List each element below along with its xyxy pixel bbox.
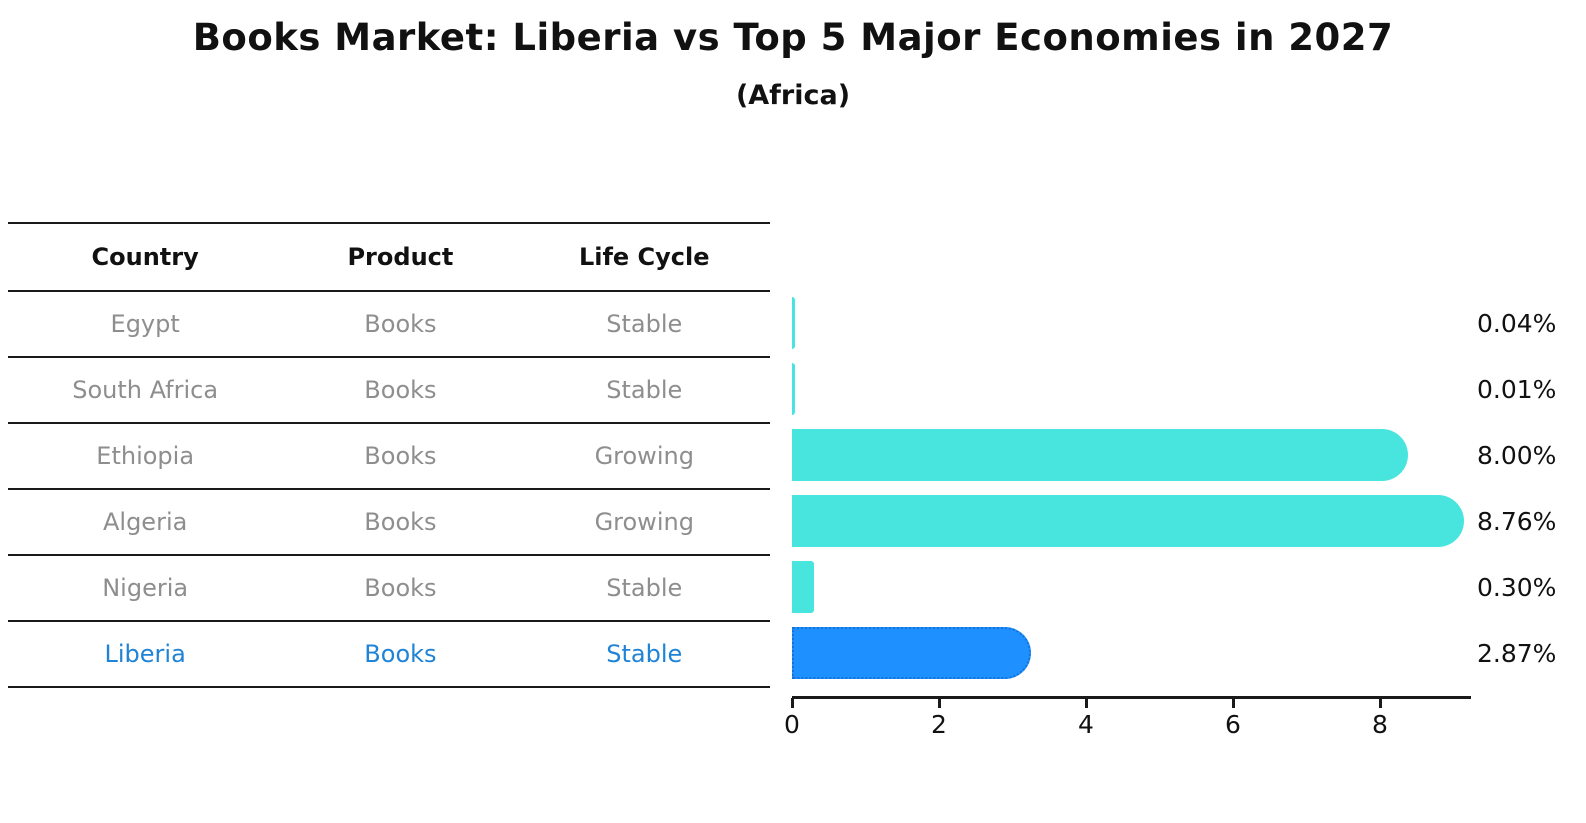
product-cell: Books — [364, 376, 437, 404]
x-axis-tick — [1232, 698, 1235, 708]
bar-ethiopia — [792, 429, 1408, 481]
bar-algeria — [792, 495, 1464, 547]
life-cycle-cell: Stable — [606, 574, 683, 602]
product-cell: Books — [364, 574, 437, 602]
page-subtitle: (Africa) — [735, 80, 851, 111]
table-row: Egypt Books Stable — [8, 292, 770, 358]
table-row: South Africa Books Stable — [8, 358, 770, 424]
x-axis-tick — [791, 698, 794, 708]
page-title: Books Market: Liberia vs Top 5 Major Eco… — [192, 16, 1394, 59]
life-cycle-cell: Stable — [606, 376, 683, 404]
life-cycle-cell: Stable — [606, 640, 683, 668]
value-label: 0.30% — [1477, 572, 1557, 602]
bar-egypt — [792, 297, 795, 349]
product-cell: Books — [364, 310, 437, 338]
country-cell: Nigeria — [102, 574, 189, 602]
product-cell: Books — [364, 442, 437, 470]
x-axis-tick — [1379, 698, 1382, 708]
bar-nigeria — [792, 561, 815, 613]
column-header-life-cycle: Life Cycle — [578, 243, 710, 271]
x-axis-tick-label: 0 — [784, 710, 800, 739]
table-row: Nigeria Books Stable — [8, 556, 770, 622]
x-axis-tick-label: 2 — [931, 710, 947, 739]
life-cycle-cell: Growing — [594, 442, 694, 470]
column-header-product: Product — [347, 243, 454, 271]
bar-liberia — [792, 627, 1031, 679]
column-header-country: Country — [91, 243, 199, 271]
x-axis-tick — [938, 698, 941, 708]
x-axis-tick-label: 6 — [1225, 710, 1241, 739]
country-cell: Egypt — [110, 310, 180, 338]
life-cycle-cell: Growing — [594, 508, 694, 536]
table-row: Ethiopia Books Growing — [8, 424, 770, 490]
product-cell: Books — [364, 508, 437, 536]
country-cell: South Africa — [72, 376, 219, 404]
table-header-row: Country Product Life Cycle — [8, 224, 770, 292]
x-axis-tick — [1085, 698, 1088, 708]
x-axis-tick-label: 4 — [1078, 710, 1094, 739]
comparison-table: Country Product Life Cycle Egypt Books S… — [8, 222, 770, 688]
x-axis-line — [792, 696, 1471, 699]
value-label: 8.00% — [1477, 440, 1557, 470]
value-label: 0.04% — [1477, 308, 1557, 338]
bar-south-africa — [792, 363, 795, 415]
country-cell: Liberia — [104, 640, 186, 668]
product-cell: Books — [364, 640, 437, 668]
life-cycle-cell: Stable — [606, 310, 683, 338]
table-row-highlighted: Liberia Books Stable — [8, 622, 770, 688]
value-label: 8.76% — [1477, 506, 1557, 536]
country-cell: Algeria — [102, 508, 188, 536]
x-axis-tick-label: 8 — [1372, 710, 1388, 739]
country-cell: Ethiopia — [96, 442, 195, 470]
value-label: 0.01% — [1477, 374, 1557, 404]
table-row: Algeria Books Growing — [8, 490, 770, 556]
value-label: 2.87% — [1477, 638, 1557, 668]
